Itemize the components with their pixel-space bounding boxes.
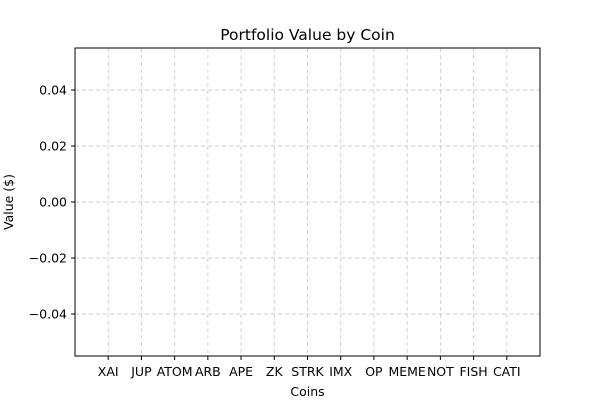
x-tick-label: STRK [291, 364, 324, 379]
x-tick-label: ARB [195, 364, 221, 379]
y-tick-label: 0.00 [39, 195, 67, 210]
x-axis-label: Coins [290, 384, 324, 399]
y-tick-label: 0.02 [39, 139, 67, 154]
y-axis-label: Value ($) [1, 174, 16, 230]
x-tick-label: FISH [459, 364, 487, 379]
x-tick-label: JUP [130, 364, 152, 379]
x-tick-label: MEME [388, 364, 425, 379]
y-tick-label: −0.04 [29, 307, 67, 322]
x-tick-label: ATOM [157, 364, 193, 379]
x-tick-label: XAI [98, 364, 119, 379]
y-axis-ticks: −0.04 −0.02 0.00 0.02 0.04 [29, 83, 75, 322]
grid-lines [75, 48, 540, 356]
x-tick-label: NOT [427, 364, 454, 379]
x-axis-ticks: XAI JUP ATOM ARB APE ZK STRK IMX OP MEME NOT FISH CA… [98, 356, 521, 379]
chart-title: Portfolio Value by Coin [220, 26, 395, 44]
y-tick-label: −0.02 [29, 251, 67, 266]
y-tick-label: 0.04 [39, 83, 67, 98]
x-tick-label: APE [229, 364, 253, 379]
x-tick-label: OP [365, 364, 383, 379]
x-tick-label: CATI [493, 364, 521, 379]
x-tick-label: IMX [329, 364, 352, 379]
x-tick-label: ZK [266, 364, 284, 379]
